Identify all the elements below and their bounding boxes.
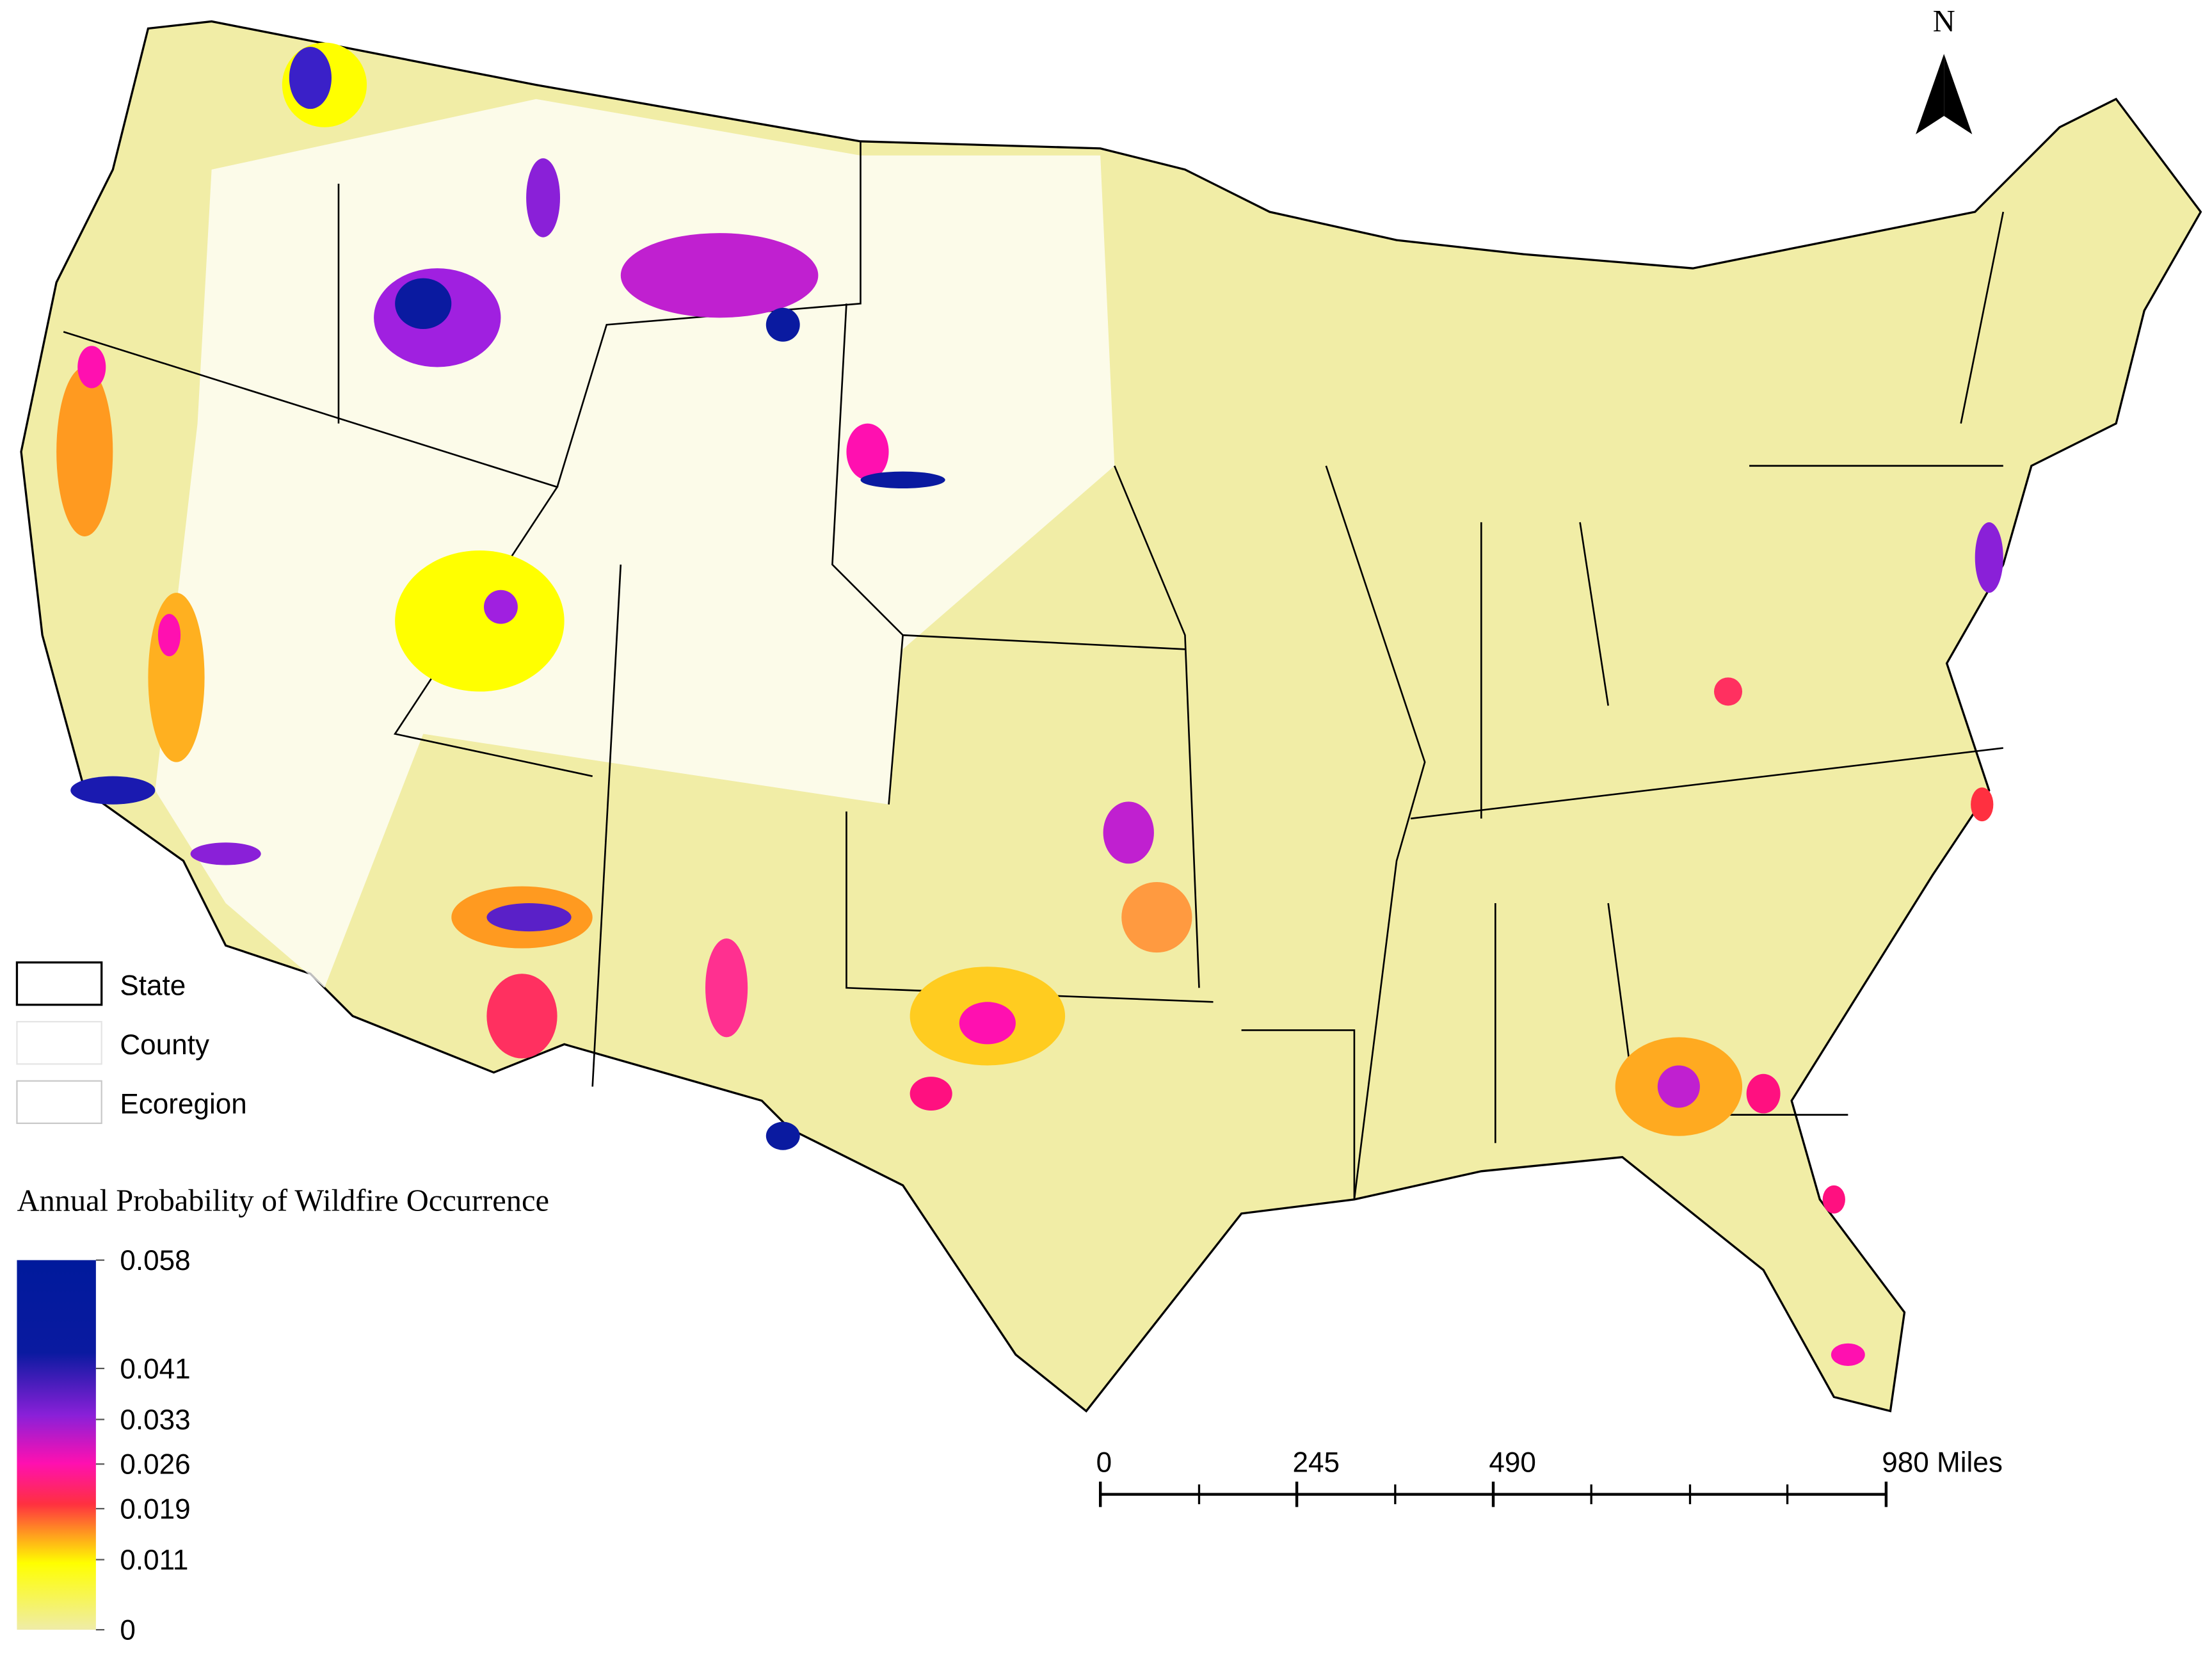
scale-label: 245 (1292, 1447, 1340, 1478)
hotspots (56, 42, 2003, 1366)
us-map (20, 20, 2202, 1413)
colorbar-tick-label: 0.011 (120, 1545, 188, 1576)
legend-label: County (120, 1029, 209, 1061)
legend: State County Ecoregion Annual Probabilit… (15, 961, 549, 1630)
colorbar (17, 1260, 96, 1630)
legend-label: Ecoregion (120, 1088, 246, 1120)
ecoregion-swatch (16, 1080, 102, 1124)
north-label: N (1933, 4, 1955, 38)
colorbar-tick-label: 0 (120, 1615, 136, 1646)
scale-minor-ticks (1198, 1484, 1789, 1504)
colorbar-tick-label: 0.041 (120, 1353, 190, 1385)
scale-label: 0 (1096, 1447, 1112, 1478)
colorbar-tick-label: 0.019 (120, 1493, 190, 1525)
legend-label: State (120, 970, 186, 1001)
state-swatch (15, 961, 103, 1006)
colorbar-tick-label: 0.026 (120, 1449, 190, 1481)
colorbar-title: Annual Probability of Wildfire Occurrenc… (17, 1184, 549, 1218)
colorbar-tick-label: 0.033 (120, 1404, 190, 1436)
north-arrow: N (1916, 4, 1973, 134)
colorbar-tick-label: 0.058 (120, 1245, 190, 1276)
scale-label: 490 (1489, 1447, 1536, 1478)
scale-label: 980 Miles (1882, 1447, 2003, 1478)
county-swatch (16, 1021, 102, 1065)
